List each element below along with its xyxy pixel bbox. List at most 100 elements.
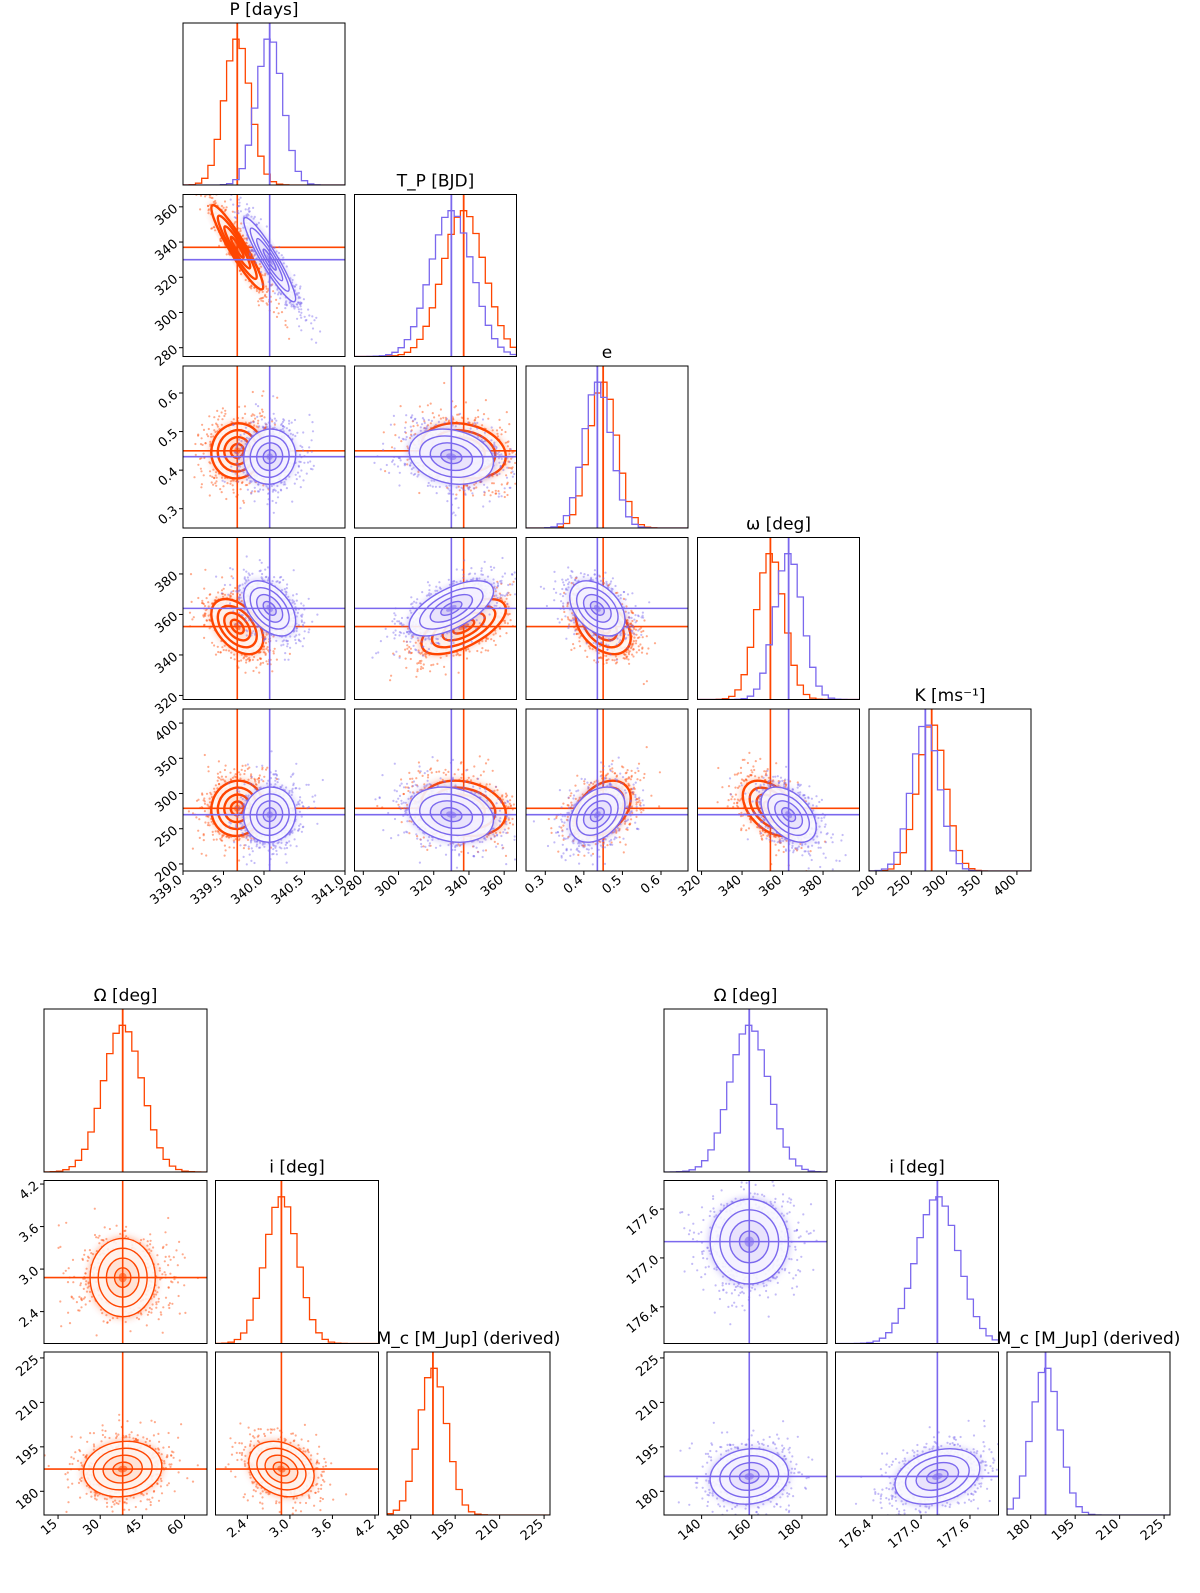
panel-content: [44, 1180, 207, 1344]
x-tick-label: 300: [372, 873, 401, 900]
x-tick-label: 225: [518, 1517, 547, 1544]
x-tick-label: 210: [474, 1517, 503, 1544]
y-tick-label: 0.6: [156, 388, 181, 413]
y-tick-label: 0.3: [156, 503, 181, 528]
x-tick-label: 180: [1005, 1517, 1034, 1544]
panel-content: [526, 537, 688, 700]
scatter-panel-Omega-vs-i: 176.4 177.0 177.6: [624, 1180, 828, 1344]
panel-content: [697, 537, 860, 700]
x-tick-label: 0.5: [600, 873, 625, 898]
histogram-panel-P: P [days]: [182, 0, 346, 186]
x-tick-label: 140: [676, 1517, 705, 1544]
x-tick-label: 0.6: [638, 873, 663, 898]
y-tick-label: 195: [633, 1441, 662, 1468]
scatter-panel-omega-vs-K: 320 340 360 380: [675, 708, 860, 900]
panel-frame: [663, 1351, 828, 1516]
panel-content: [183, 537, 345, 700]
x-tick-label: 60: [165, 1517, 187, 1539]
panel-content: [869, 709, 1031, 871]
panel-content: [526, 366, 688, 528]
panel-content: [354, 537, 517, 700]
scatter-panel-P-vs-TP: 280 300 320 340 360: [152, 194, 346, 370]
panel-content: [835, 1352, 999, 1515]
panel-frame: [43, 1351, 208, 1516]
scatter-panel-Omega-vs-Mc: 15 30 45 60 180 195 210 225: [13, 1351, 208, 1539]
panel-frame: [663, 1008, 828, 1173]
panel-content: [697, 709, 860, 871]
y-tick-label: 380: [152, 569, 181, 596]
x-tick-label: 280: [337, 873, 366, 900]
panel-content: [183, 366, 345, 528]
panel-content: [215, 1180, 379, 1344]
y-tick-label: 360: [152, 609, 181, 636]
y-tick-label: 210: [633, 1397, 662, 1424]
x-tick-label: 400: [991, 873, 1020, 900]
scatter-panel-TP-vs-omega: [354, 537, 517, 700]
y-tick-label: 225: [633, 1353, 662, 1380]
x-tick-label: 2.4: [224, 1517, 249, 1542]
panel-content: [664, 1352, 827, 1515]
panel-frame: [182, 22, 346, 186]
panel-content: [44, 1352, 207, 1515]
panel-frame: [835, 1180, 999, 1344]
y-tick-label: 320: [152, 690, 181, 717]
y-tick-label: 180: [13, 1486, 42, 1513]
scatter-panel-e-vs-omega: [525, 537, 689, 700]
histogram-solution-1: [183, 38, 345, 185]
panel-frame: [525, 537, 689, 700]
histogram-solution-2: [697, 553, 860, 700]
histogram-panel-Omega: Ω [deg]: [663, 986, 828, 1173]
panel-frame: [43, 1008, 208, 1173]
title-omega: ω [deg]: [746, 515, 811, 535]
panel-content: [354, 194, 517, 357]
scatter-panel-TP-vs-e: [354, 365, 517, 529]
panel-frame: [697, 708, 860, 872]
panel-frame: [1006, 1351, 1171, 1516]
scatter-panel-P-vs-e: 0.3 0.4 0.5 0.6: [156, 365, 346, 529]
panel-content: [354, 709, 517, 871]
y-tick-label: 320: [152, 272, 181, 299]
panel-frame: [868, 708, 1032, 872]
panel-content: [354, 366, 517, 528]
panel-frame: [354, 537, 517, 700]
scatter-panel-e-vs-K: 0.3 0.4 0.5 0.6: [522, 708, 689, 898]
y-tick-label: 0.5: [156, 426, 181, 451]
histogram-solution-2: [1007, 1367, 1170, 1515]
x-tick-label: 177.0: [885, 1517, 923, 1552]
x-tick-label: 360: [478, 873, 507, 900]
x-tick-label: 340: [716, 873, 745, 900]
y-tick-label: 177.0: [624, 1253, 662, 1288]
histogram-solution-1: [44, 1024, 207, 1172]
panel-frame: [215, 1351, 379, 1516]
x-tick-label: 180: [776, 1517, 805, 1544]
histogram-panel-i: i [deg]: [215, 1158, 379, 1344]
x-tick-label: 176.4: [837, 1517, 875, 1552]
x-tick-label: 200: [850, 873, 879, 900]
title-K: K [ms⁻¹]: [914, 686, 985, 706]
x-tick-label: 0.4: [561, 873, 586, 898]
x-tick-label: 225: [1138, 1517, 1167, 1544]
left-corner-plot: Ω [deg] 2.4 3.0 3.6 4.2 i [deg] 15 30 45 60 180 195…: [13, 986, 560, 1544]
scatter-panel-i-vs-Mc: 2.4 3.0 3.6 4.2: [215, 1351, 379, 1542]
scatter-panel-TP-vs-K: 280 300 320 340 360: [337, 708, 517, 900]
panel-frame: [182, 194, 346, 357]
panel-frame: [354, 365, 517, 529]
panel-frame: [697, 537, 860, 700]
y-tick-label: 195: [13, 1441, 42, 1468]
x-tick-label: 350: [956, 873, 985, 900]
title-Mc: M_c [M_Jup] (derived): [997, 1329, 1181, 1349]
x-tick-label: 250: [885, 873, 914, 900]
y-tick-label: 4.2: [17, 1179, 42, 1204]
y-tick-label: 250: [152, 823, 181, 850]
y-tick-label: 225: [13, 1353, 42, 1380]
x-tick-label: 320: [675, 873, 704, 900]
histogram-panel-omega: ω [deg]: [697, 515, 860, 700]
x-tick-label: 180: [385, 1517, 414, 1544]
histogram-panel-e: e: [525, 343, 689, 529]
scatter-panel-P-vs-omega: 320 340 360 380: [152, 537, 346, 718]
x-tick-label: 195: [429, 1517, 458, 1544]
panel-content: [183, 709, 345, 871]
